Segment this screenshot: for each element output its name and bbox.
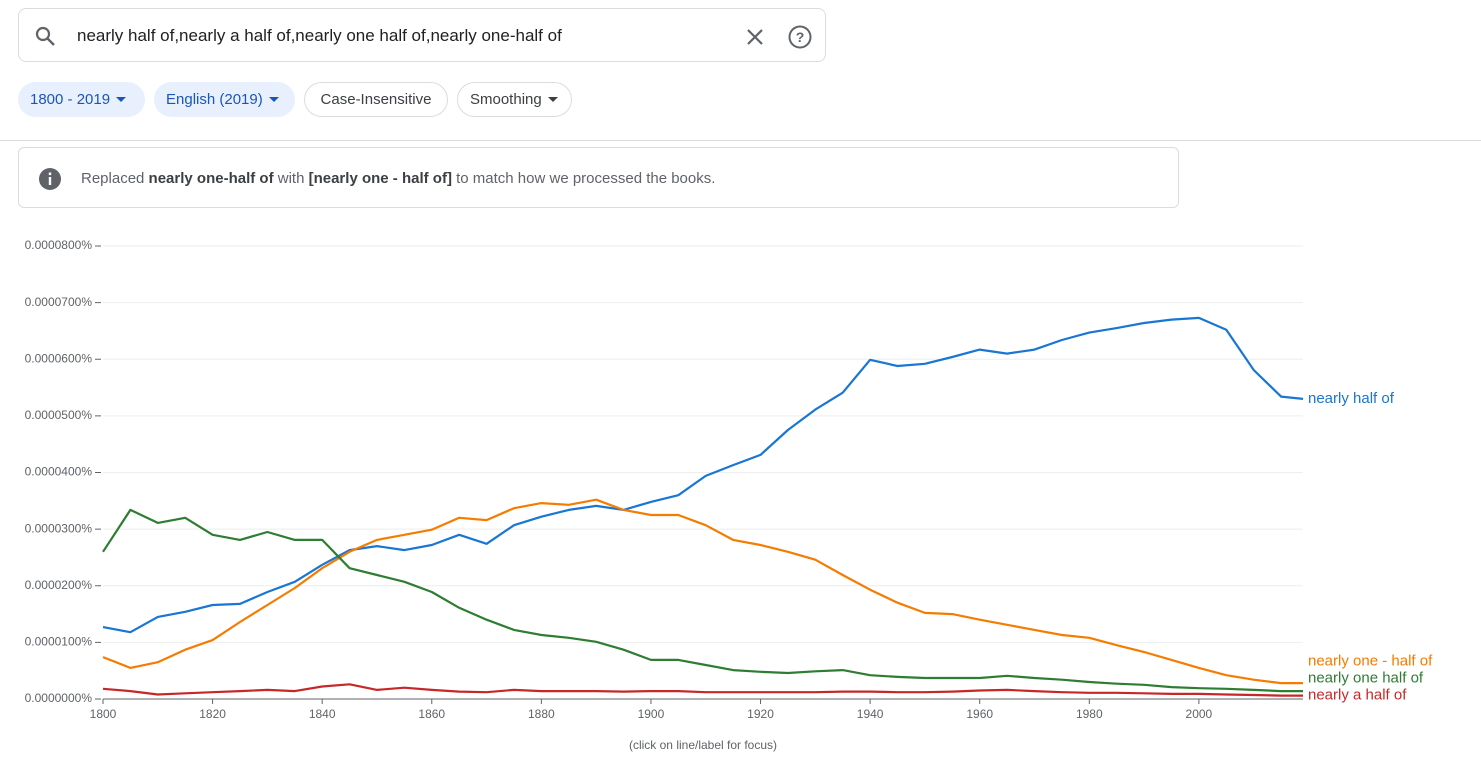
chart: (click on line/label for focus) 0.000000… xyxy=(25,238,1433,752)
x-tick-label: 1900 xyxy=(638,707,665,721)
series-line[interactable] xyxy=(102,508,1303,693)
x-tick-label: 1840 xyxy=(309,707,336,721)
bold-text: [nearly one - half of] xyxy=(308,170,452,187)
divider xyxy=(0,140,1481,141)
y-tick-label: 0.0000100% xyxy=(25,635,93,649)
search-query[interactable]: nearly half of,nearly a half of,nearly o… xyxy=(77,26,562,45)
chip-label: Smoothing xyxy=(470,91,542,108)
notice: Replaced nearly one-half of with [nearly… xyxy=(18,147,1179,208)
series-line[interactable] xyxy=(102,498,1303,685)
help-button[interactable]: ? xyxy=(787,24,813,50)
year-range-chip[interactable]: 1800 - 2019 xyxy=(18,82,145,117)
y-tick-label: 0.0000000% xyxy=(25,691,93,705)
caption: (click on line/label for focus) xyxy=(629,738,777,752)
y-tick-label: 0.0000200% xyxy=(25,578,93,592)
y-tick-label: 0.0000700% xyxy=(25,295,93,309)
notice-text: Replaced nearly one-half of with [nearly… xyxy=(81,170,715,187)
y-tick-label: 0.0000300% xyxy=(25,521,93,535)
bold-text: nearly one-half of xyxy=(148,170,274,187)
series-line[interactable] xyxy=(102,316,1304,634)
chip-label: Case-Insensitive xyxy=(320,91,432,108)
chip-label: English (2019) xyxy=(166,91,263,108)
y-tick-label: 0.0000500% xyxy=(25,408,93,422)
corpus-chip[interactable]: English (2019) xyxy=(154,82,295,117)
series-label[interactable]: nearly one half of xyxy=(1308,670,1424,687)
dropdown-arrow xyxy=(116,96,127,102)
case-chip[interactable]: Case-Insensitive xyxy=(304,82,448,117)
series-label[interactable]: nearly half of xyxy=(1308,390,1395,407)
chip-label: 1800 - 2019 xyxy=(30,91,111,108)
x-tick-label: 1960 xyxy=(966,707,993,721)
x-tick-label: 2000 xyxy=(1186,707,1213,721)
y-tick-label: 0.0000600% xyxy=(25,351,93,365)
dropdown-arrow xyxy=(547,96,558,102)
info-icon xyxy=(39,168,61,190)
smoothing-chip[interactable]: Smoothing xyxy=(457,82,572,117)
text: Replaced xyxy=(81,170,149,187)
series-label[interactable]: nearly one - half of xyxy=(1308,653,1433,670)
dropdown-arrow xyxy=(268,96,279,102)
y-tick-label: 0.0000400% xyxy=(25,465,93,479)
x-tick-label: 1860 xyxy=(418,707,445,721)
series-line[interactable] xyxy=(102,683,1303,697)
search-icon xyxy=(35,26,55,46)
series-label[interactable]: nearly a half of xyxy=(1308,687,1407,704)
svg-text:?: ? xyxy=(796,29,805,45)
x-tick-label: 1800 xyxy=(90,707,117,721)
search-box[interactable]: nearly half of,nearly a half of,nearly o… xyxy=(18,8,826,62)
x-tick-label: 1880 xyxy=(528,707,555,721)
x-tick-label: 1940 xyxy=(857,707,884,721)
text: with xyxy=(273,170,309,187)
text: to match how we processed the books. xyxy=(451,170,716,187)
x-tick-label: 1920 xyxy=(747,707,774,721)
clear-button[interactable] xyxy=(745,27,765,47)
x-tick-label: 1820 xyxy=(199,707,226,721)
y-tick-label: 0.0000800% xyxy=(25,238,93,252)
x-tick-label: 1980 xyxy=(1076,707,1103,721)
